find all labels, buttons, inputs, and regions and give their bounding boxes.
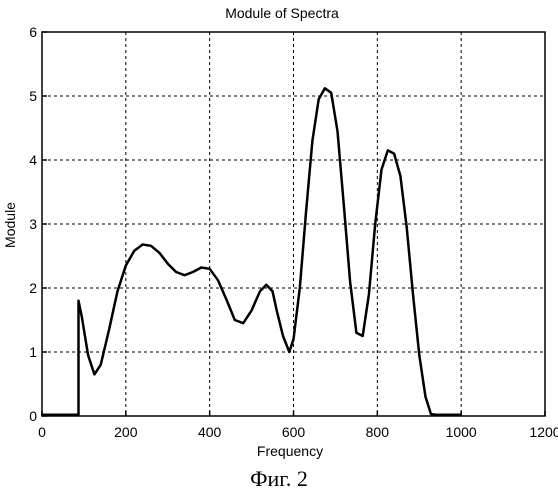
y-tick-label: 0 <box>29 408 37 424</box>
x-tick-label: 400 <box>198 424 222 440</box>
y-axis-label: Module <box>2 202 18 248</box>
grid-lines <box>42 32 545 416</box>
x-tick-label: 200 <box>114 424 138 440</box>
y-tick-label: 6 <box>29 24 37 40</box>
x-tick-label: 1200 <box>529 424 558 440</box>
y-tick-label: 2 <box>29 280 37 296</box>
y-tick-label: 5 <box>29 88 37 104</box>
figure-caption: Фиг. 2 <box>0 466 558 492</box>
series-line-module <box>42 88 461 414</box>
x-axis-label: Frequency <box>257 443 323 459</box>
x-tick-label: 1000 <box>446 424 477 440</box>
x-tick-label: 800 <box>366 424 390 440</box>
y-tick-label: 4 <box>29 152 37 168</box>
x-tick-label: 0 <box>38 424 46 440</box>
x-tick-label: 600 <box>282 424 306 440</box>
y-tick-label: 3 <box>29 216 37 232</box>
chart-title: Module of Spectra <box>225 5 339 21</box>
spectrum-chart: Module of Spectra 0 200 400 600 800 1000 1200 0… <box>0 0 558 465</box>
y-tick-label: 1 <box>29 344 37 360</box>
